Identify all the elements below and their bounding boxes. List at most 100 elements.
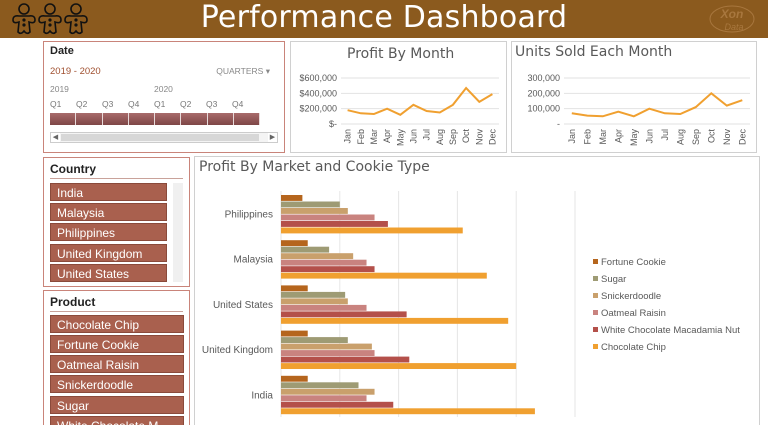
bar xyxy=(281,395,367,402)
y-tick-label: - xyxy=(557,119,560,129)
legend-label: Fortune Cookie xyxy=(601,257,666,268)
y-tick-label: $- xyxy=(329,119,337,129)
legend-label: Oatmeal Raisin xyxy=(601,308,666,319)
scroll-right-icon[interactable]: ▶ xyxy=(268,133,277,142)
y-tick-label: 300,000 xyxy=(527,73,560,83)
bar xyxy=(281,298,348,305)
timeline-segment[interactable] xyxy=(181,113,208,125)
scroll-left-icon[interactable]: ◀ xyxy=(51,133,60,142)
bar xyxy=(281,337,348,343)
y-tick-label: 100,000 xyxy=(527,104,560,114)
y-tick-label: India xyxy=(251,390,273,401)
bar xyxy=(281,291,346,298)
y-tick-label: $600,000 xyxy=(299,73,337,83)
slicer-item-white-chocolate[interactable]: White Chocolate M... xyxy=(50,416,184,425)
country-slicer-title: Country xyxy=(50,162,96,176)
timeline-segment[interactable] xyxy=(233,113,260,125)
bar xyxy=(281,227,463,234)
slicer-item-united-states[interactable]: United States xyxy=(50,264,167,282)
legend-label: Snickerdoodle xyxy=(601,291,661,302)
bar xyxy=(281,388,375,395)
x-tick-label: Nov xyxy=(722,129,732,146)
bar xyxy=(281,401,394,408)
x-tick-label: Oct xyxy=(461,129,471,144)
profit-by-market-chart: Profit By Market and Cookie Type Philipp… xyxy=(194,156,760,425)
timeline-segment[interactable] xyxy=(207,113,234,125)
slicer-item-fortune-cookie[interactable]: Fortune Cookie xyxy=(50,335,184,353)
bar xyxy=(281,259,367,266)
chart-title: Profit By Market and Cookie Type xyxy=(199,159,430,175)
bar xyxy=(281,317,509,324)
y-tick-label: United Kingdom xyxy=(202,345,273,356)
timeline-level-label: QUARTERS xyxy=(216,66,264,76)
bar xyxy=(281,266,375,273)
svg-text:Data: Data xyxy=(724,22,743,32)
x-tick-label: Apr xyxy=(382,129,392,143)
date-timeline: Date 2019 - 2020 QUARTERS ▾ 2019 2020 Q1… xyxy=(43,41,285,153)
x-tick-label: Oct xyxy=(706,129,716,144)
x-tick-label: Jun xyxy=(408,129,418,144)
bar xyxy=(281,246,330,253)
y-tick-label: United States xyxy=(213,300,273,311)
timeline-scrollbar[interactable]: ◀ ▶ xyxy=(50,132,278,143)
timeline-quarter: Q2 xyxy=(180,99,192,109)
timeline-quarter: Q1 xyxy=(154,99,166,109)
bar xyxy=(281,214,375,221)
x-tick-label: Jan xyxy=(567,129,577,144)
bar xyxy=(281,208,348,214)
bar xyxy=(281,311,407,318)
slicer-item-malaysia[interactable]: Malaysia xyxy=(50,203,167,221)
dashboard-header: Performance Dashboard Xon Data xyxy=(0,0,768,38)
divider xyxy=(50,178,183,179)
timeline-segment[interactable] xyxy=(76,113,103,125)
timeline-segment[interactable] xyxy=(50,113,77,125)
slicer-item-snickerdoodle[interactable]: Snickerdoodle xyxy=(50,375,184,393)
slicer-item-sugar[interactable]: Sugar xyxy=(50,396,184,414)
timeline-segment[interactable] xyxy=(128,113,155,125)
x-tick-label: Jan xyxy=(343,129,353,144)
timeline-selection-bar[interactable] xyxy=(50,113,260,125)
units-sold-chart: Units Sold Each Month - 100,000 200,000 300… xyxy=(511,41,757,153)
country-slicer: Country India Malaysia Philippines Unite… xyxy=(43,157,190,287)
timeline-segment[interactable] xyxy=(155,113,182,125)
x-tick-label: May xyxy=(629,129,639,147)
timeline-level-dropdown[interactable]: QUARTERS ▾ xyxy=(216,66,270,77)
x-tick-label: Aug xyxy=(435,129,445,145)
timeline-segment[interactable] xyxy=(102,113,129,125)
legend-swatch xyxy=(593,293,598,298)
slicer-item-philippines[interactable]: Philippines xyxy=(50,223,167,241)
legend-label: Sugar xyxy=(601,274,626,285)
x-tick-label: Dec xyxy=(737,129,747,146)
x-tick-label: Apr xyxy=(613,129,623,143)
bar xyxy=(281,382,359,389)
timeline-title: Date xyxy=(50,45,74,57)
timeline-quarter: Q4 xyxy=(128,99,140,109)
chart-title: Units Sold Each Month xyxy=(515,44,673,60)
slicer-item-chocolate-chip[interactable]: Chocolate Chip xyxy=(50,315,184,333)
timeline-quarter: Q2 xyxy=(76,99,88,109)
slicer-item-india[interactable]: India xyxy=(50,183,167,201)
legend-swatch xyxy=(593,310,598,315)
bar xyxy=(281,363,517,369)
brand-logo-icon: Xon Data xyxy=(709,5,755,33)
x-tick-label: Aug xyxy=(675,129,685,145)
x-tick-label: Feb xyxy=(356,129,366,145)
bar xyxy=(281,195,303,201)
timeline-quarter: Q4 xyxy=(232,99,244,109)
scrollbar-thumb[interactable] xyxy=(61,134,259,141)
x-tick-label: Dec xyxy=(487,129,497,146)
x-tick-label: Mar xyxy=(369,129,379,145)
svg-text:Xon: Xon xyxy=(720,7,744,21)
legend-swatch xyxy=(593,327,598,332)
profit-by-month-plot: $- $200,000 $400,000 $600,000 Jan Feb Mar Apr Ma… xyxy=(299,73,499,146)
slicer-item-united-kingdom[interactable]: United Kingdom xyxy=(50,244,167,262)
timeline-quarter: Q1 xyxy=(50,99,62,109)
slicer-scrollbar[interactable] xyxy=(173,183,183,282)
slicer-item-oatmeal-raisin[interactable]: Oatmeal Raisin xyxy=(50,355,184,373)
legend-swatch xyxy=(593,344,598,349)
gingerbread-logo-icon xyxy=(12,3,88,35)
bar xyxy=(281,408,535,415)
product-slicer: Product Chocolate Chip Fortune Cookie Oa… xyxy=(43,290,190,425)
legend-swatch xyxy=(593,276,598,281)
bar xyxy=(281,285,308,292)
